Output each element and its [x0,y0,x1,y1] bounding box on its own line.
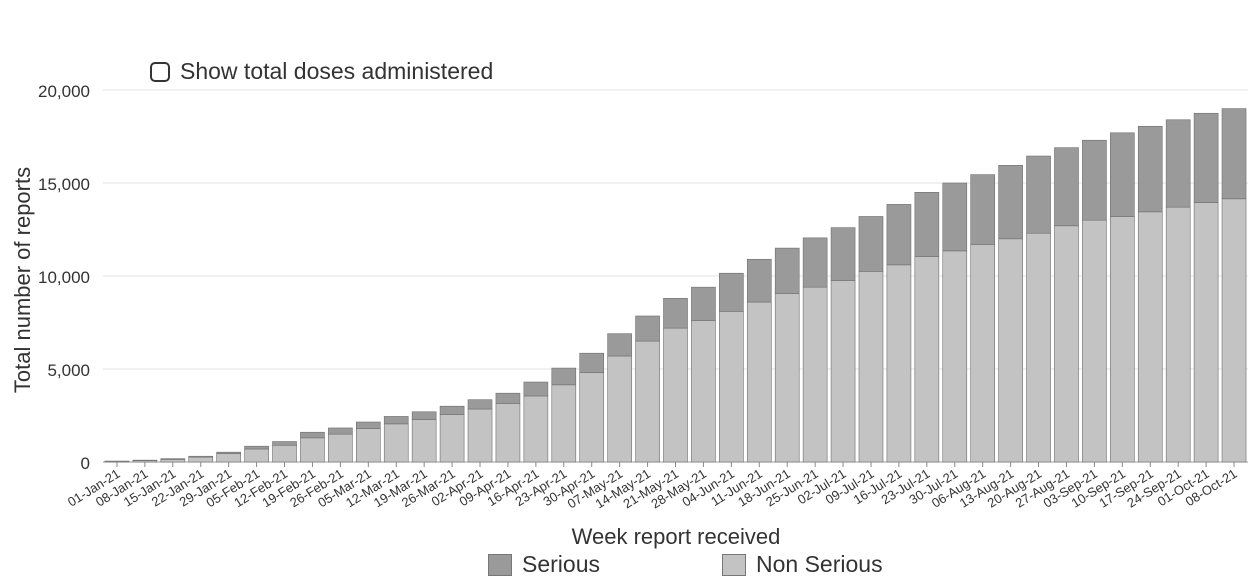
y-tick-label: 20,000 [38,82,90,101]
bar-non-serious [300,437,325,463]
bar-non-serious [1165,206,1191,463]
bar-non-serious [635,340,660,463]
bar-serious [160,458,186,460]
bar-non-serious [188,456,214,463]
legend-item-serious[interactable]: Serious [488,551,600,578]
bar-serious [467,399,493,410]
bar-serious [914,192,940,257]
bar-non-serious [355,428,381,463]
bar-serious [858,216,884,272]
y-tick-label: 10,000 [38,268,90,287]
y-axis-title: Total number of reports [10,167,35,393]
bar-non-serious [942,250,968,463]
bar-non-serious [691,320,716,463]
bar-non-serious [886,264,912,463]
bar-serious [1165,119,1191,208]
bar-serious [635,315,660,342]
y-tick-label: 5,000 [47,361,90,380]
bar-serious [411,411,437,420]
bar-serious [439,405,465,415]
bar-serious [1221,108,1247,200]
bar-non-serious [383,423,409,463]
legend-label-non-serious: Non Serious [756,551,883,577]
legend-swatch-non-serious [722,553,746,576]
show-total-doses-label: Show total doses administered [180,58,494,84]
bar-serious [719,272,744,312]
legend-swatch-serious [488,553,512,576]
bar-serious [495,392,521,404]
bar-non-serious [579,372,605,463]
bar-non-serious [1221,198,1247,463]
bar-non-serious [858,271,884,463]
bar-serious [579,352,605,374]
bar-serious [886,204,912,266]
bar-serious [300,431,325,439]
bar-serious [1026,155,1051,234]
bar-serious [998,165,1023,240]
show-total-doses-toggle[interactable]: Show total doses administered [150,58,493,85]
chart-legend: Serious Non Serious [0,551,1250,581]
y-tick-label: 0 [81,454,90,473]
bar-non-serious [272,444,297,463]
bar-non-serious [244,448,269,463]
legend-item-non-serious[interactable]: Non Serious [722,551,883,578]
bar-non-serious [495,403,521,463]
bar-non-serious [1137,211,1163,463]
bar-serious [523,381,549,397]
bar-non-serious [216,453,241,463]
bar-non-serious [523,395,549,463]
bar-serious [383,416,409,425]
bar-non-serious [1110,216,1135,463]
bar-serious [1137,125,1163,213]
bar-serious [942,182,968,252]
bar-serious [551,367,577,386]
bar-serious [216,451,241,454]
bar-non-serious [467,408,493,463]
bar-non-serious [914,256,940,463]
bar-non-serious [774,293,800,463]
bar-non-serious [160,459,186,463]
bar-serious [1082,139,1107,221]
bar-non-serious [1193,202,1219,463]
bar-non-serious [1026,232,1051,463]
bar-non-serious [1054,225,1079,463]
bar-serious [970,174,996,245]
bar-serious [244,445,269,450]
bar-serious [1193,112,1219,203]
bar-non-serious [998,238,1023,463]
bar-non-serious [802,286,828,463]
bar-non-serious [830,280,856,463]
bar-non-serious [1082,219,1107,463]
bar-serious [188,455,214,458]
bar-non-serious [607,355,632,463]
bar-serious [1110,132,1135,217]
bar-serious [663,298,688,329]
bar-non-serious [970,244,996,463]
bar-serious [830,227,856,281]
legend-label-serious: Serious [522,551,600,577]
bar-non-serious [551,384,577,463]
bar-serious [746,258,772,303]
bar-serious [774,247,800,294]
bar-serious [355,421,381,429]
bar-non-serious [746,301,772,463]
bar-serious [1054,147,1079,227]
bar-serious [802,237,828,288]
bar-serious [328,427,353,435]
bar-non-serious [439,414,465,463]
bar-serious [272,441,297,446]
y-tick-label: 15,000 [38,175,90,194]
checkbox-icon[interactable] [150,61,170,82]
bar-non-serious [719,311,744,463]
x-axis-title: Week report received [572,524,781,549]
bar-non-serious [411,419,437,463]
bar-non-serious [663,327,688,463]
bar-non-serious [328,433,353,463]
bar-serious [607,333,632,357]
bar-serious [691,286,716,321]
